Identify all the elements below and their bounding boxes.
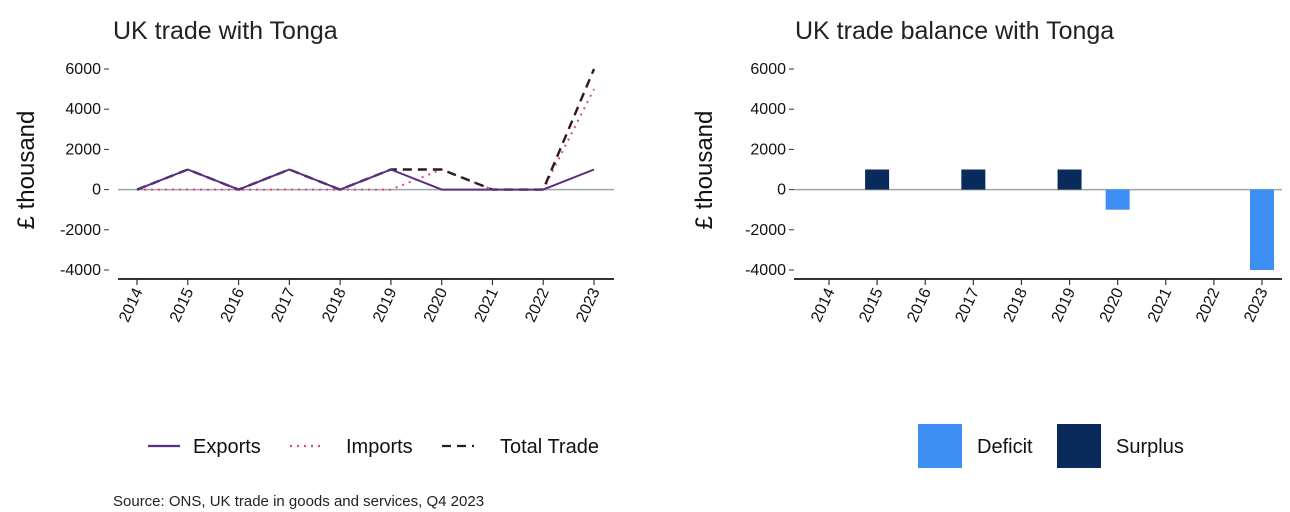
left-y-tick-label: -2000 <box>60 222 101 239</box>
left-y-tick-label: -4000 <box>60 262 101 279</box>
right-y-tick-label: -4000 <box>745 262 786 279</box>
left-x-tick-label: 2021 <box>472 285 502 325</box>
legend-key-deficit <box>918 424 962 468</box>
bar-2017 <box>961 169 986 190</box>
left-x-tick-label: 2015 <box>167 285 197 325</box>
left-x-tick-label: 2017 <box>269 285 299 325</box>
right-y-tick-label: 0 <box>777 182 786 199</box>
source-note: Source: ONS, UK trade in goods and servi… <box>113 493 484 510</box>
right-y-axis-label: £ thousand <box>691 111 718 230</box>
trade-line-chart: UK trade with Tonga £ thousand 6000 4000 2… <box>13 17 614 458</box>
left-x-tick-label: 2020 <box>421 285 451 325</box>
legend-label-deficit: Deficit <box>977 436 1033 458</box>
left-y-tick-label: 4000 <box>65 101 101 118</box>
series-line-total-trade <box>136 68 596 191</box>
right-x-tick-label: 2021 <box>1145 285 1175 325</box>
right-y-tick-label: -2000 <box>745 222 786 239</box>
left-x-tick-label: 2022 <box>522 285 552 325</box>
left-y-axis-label: £ thousand <box>13 111 40 230</box>
right-y-tick-label: 6000 <box>750 61 786 78</box>
left-x-tick-label: 2018 <box>319 285 349 325</box>
right-x-tick-label: 2015 <box>856 285 886 325</box>
bar-2020 <box>1105 189 1130 210</box>
bar-2015 <box>865 169 890 190</box>
legend-label-total-trade: Total Trade <box>500 436 599 458</box>
left-x-tick-label: 2014 <box>116 285 146 325</box>
series-line-imports <box>137 88 595 191</box>
left-y-tick-label: 0 <box>92 182 101 199</box>
left-y-tick-label: 2000 <box>65 141 101 158</box>
right-x-tick-label: 2022 <box>1193 285 1223 325</box>
right-x-tick-label: 2020 <box>1097 285 1127 325</box>
right-y-tick-label: 4000 <box>750 101 786 118</box>
left-x-tick-label: 2019 <box>370 285 400 325</box>
balance-bar-chart: UK trade balance with Tonga £ thousand 6… <box>691 17 1282 468</box>
right-x-tick-label: 2018 <box>1001 285 1031 325</box>
left-x-tick-label: 2023 <box>573 285 603 325</box>
legend-label-imports: Imports <box>346 436 413 458</box>
left-chart-title: UK trade with Tonga <box>113 17 338 45</box>
legend-label-exports: Exports <box>193 436 261 458</box>
right-x-tick-label: 2019 <box>1049 285 1079 325</box>
right-x-tick-label: 2014 <box>808 285 838 325</box>
right-x-tick-label: 2017 <box>953 285 983 325</box>
legend-key-surplus <box>1057 424 1101 468</box>
right-x-tick-label: 2023 <box>1241 285 1271 325</box>
series-line-exports <box>136 168 595 191</box>
right-y-tick-label: 2000 <box>750 141 786 158</box>
right-chart-title: UK trade balance with Tonga <box>795 17 1114 45</box>
left-y-tick-label: 6000 <box>65 61 101 78</box>
bar-2019 <box>1057 169 1082 190</box>
legend-label-surplus: Surplus <box>1116 436 1184 458</box>
left-x-tick-label: 2016 <box>218 285 248 325</box>
bar-2023 <box>1250 189 1274 270</box>
right-x-tick-label: 2016 <box>904 285 934 325</box>
